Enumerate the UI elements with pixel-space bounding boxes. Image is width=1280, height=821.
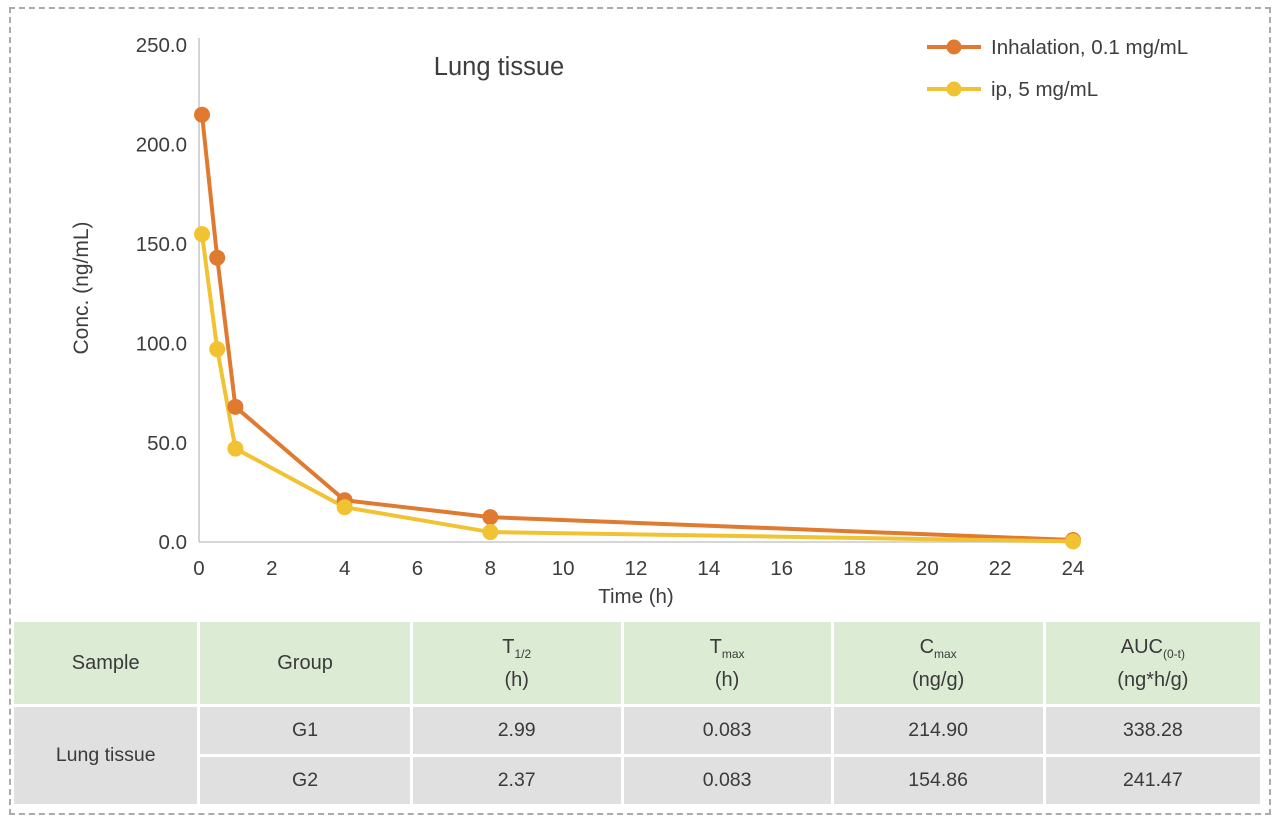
- col-header-t12-symbol: T1/2: [413, 637, 621, 660]
- cell-auc-g1: 338.28: [1045, 707, 1260, 754]
- cell-cmax-g1: 214.90: [833, 707, 1043, 754]
- x-tick-label: 16: [770, 557, 793, 580]
- col-header-sample: Sample: [14, 622, 198, 704]
- data-point-series1: [209, 341, 226, 358]
- x-tick-label: 8: [485, 557, 496, 580]
- cmax-sub: max: [934, 646, 957, 661]
- x-tick-label: 2: [266, 557, 277, 580]
- col-header-t12: T1/2 (h): [412, 622, 621, 704]
- y-tick-label: 200.0: [136, 134, 187, 157]
- data-point-series1: [227, 440, 244, 457]
- col-header-group: Group: [200, 622, 410, 704]
- x-tick-label: 0: [193, 557, 204, 580]
- col-header-group-label: Group: [277, 651, 333, 674]
- col-header-cmax-symbol: Cmax: [834, 637, 1043, 660]
- y-tick-label: 0.0: [159, 531, 188, 554]
- data-point-series0: [482, 509, 499, 526]
- auc-sub: (0-t): [1163, 646, 1185, 661]
- col-header-cmax-unit: (ng/g): [912, 668, 965, 691]
- table-row: G2 2.37 0.083 154.86 241.47: [14, 757, 1260, 804]
- col-header-sample-label: Sample: [71, 651, 140, 674]
- series-line-0: [200, 112, 1075, 543]
- x-tick-label: 12: [625, 557, 648, 580]
- col-header-auc-symbol: AUC(0-t): [1046, 637, 1260, 660]
- col-header-t12-unit: (h): [504, 668, 529, 691]
- data-point-series1: [194, 226, 211, 243]
- cell-tmax-g2: 0.083: [623, 757, 831, 804]
- y-tick-label: 100.0: [136, 332, 187, 355]
- legend-label-0: Inhalation, 0.1 mg/mL: [991, 36, 1188, 59]
- y-axis-title: Conc. (ng/mL): [70, 221, 93, 354]
- col-header-tmax-unit: (h): [714, 668, 740, 691]
- y-tick-label: 250.0: [136, 34, 187, 57]
- col-header-auc-unit: (ng*h/g): [1117, 668, 1189, 691]
- pk-parameters-table: Sample Group T1/2 (h) Tmax (h) Cmax (ng/…: [11, 619, 1263, 807]
- data-point-series0: [194, 106, 211, 123]
- col-header-cmax: Cmax (ng/g): [833, 622, 1043, 704]
- cell-cmax-g2: 154.86: [833, 757, 1043, 804]
- y-tick-label: 50.0: [147, 432, 187, 455]
- x-tick-label: 10: [552, 557, 575, 580]
- legend-marker-1: [946, 81, 962, 97]
- tmax-base: T: [709, 635, 722, 658]
- table-row: Lung tissue G1 2.99 0.083 214.90 338.28: [14, 707, 1260, 804]
- cell-t12-g2: 2.37: [412, 757, 621, 804]
- data-point-series1: [482, 524, 499, 541]
- x-tick-label: 14: [697, 557, 720, 580]
- legend-marker-0: [946, 39, 962, 55]
- table-header-row: Sample Group T1/2 (h) Tmax (h) Cmax (ng/…: [14, 622, 1260, 704]
- col-header-auc: AUC(0-t) (ng*h/g): [1045, 622, 1260, 704]
- x-tick-label: 6: [412, 557, 423, 580]
- cell-group-g1: G1: [200, 707, 410, 754]
- data-point-series0: [209, 249, 226, 266]
- x-axis-title: Time (h): [598, 585, 674, 608]
- x-tick-label: 24: [1062, 557, 1085, 580]
- data-point-series1: [336, 499, 353, 516]
- tmax-sub: max: [721, 646, 745, 661]
- cell-sample: Lung tissue: [14, 707, 198, 804]
- auc-base: AUC: [1120, 635, 1163, 658]
- series-line-1: [200, 232, 1075, 544]
- x-tick-label: 22: [989, 557, 1012, 580]
- pk-concentration-chart: 0.0 50.0 100.0 150.0 200.0 250.0 0 2 4 6 8 10 12 14 16…: [70, 34, 1188, 608]
- t12-sub: 1/2: [514, 646, 532, 661]
- y-tick-label: 150.0: [136, 233, 187, 256]
- col-header-tmax-symbol: Tmax: [624, 637, 831, 660]
- data-point-series1: [1065, 533, 1081, 550]
- cmax-base: C: [919, 635, 935, 658]
- x-tick-label: 4: [339, 557, 350, 580]
- t12-base: T: [502, 635, 515, 658]
- data-point-series0: [227, 398, 244, 415]
- cell-tmax-g1: 0.083: [623, 707, 831, 754]
- x-tick-label: 18: [843, 557, 866, 580]
- cell-group-g2: G2: [200, 757, 410, 804]
- legend-label-1: ip, 5 mg/mL: [991, 78, 1098, 101]
- col-header-tmax: Tmax (h): [623, 622, 831, 704]
- cell-t12-g1: 2.99: [412, 707, 621, 754]
- cell-auc-g2: 241.47: [1045, 757, 1260, 804]
- chart-title: Lung tissue: [434, 53, 564, 81]
- x-tick-label: 20: [916, 557, 939, 580]
